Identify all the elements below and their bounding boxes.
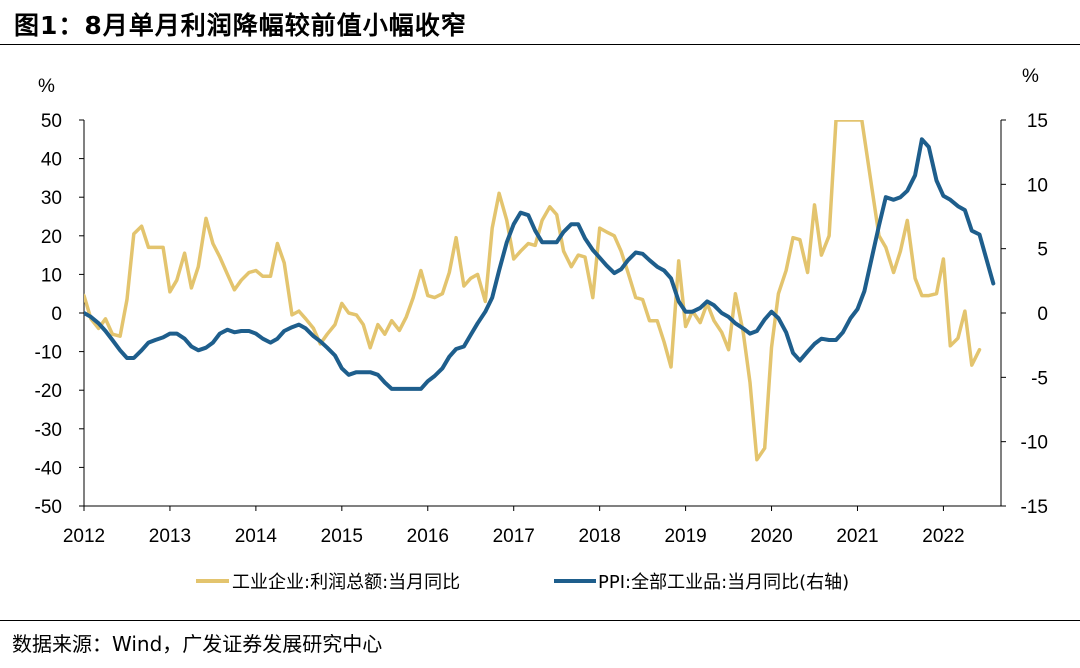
left-y-tick-label: 10 [41,265,62,286]
series-lines [84,120,996,462]
left-y-tick-label: -50 [35,497,62,518]
series-line-profit [84,120,982,462]
source-divider [0,620,1080,621]
left-y-tick-label: -10 [35,343,62,364]
right-axis-unit: % [1022,66,1039,87]
x-tick-label: 2013 [149,526,191,547]
left-axis-unit: % [38,76,55,97]
legend-label-ppi: PPI:全部工业品:当月同比(右轴) [598,572,849,593]
left-y-tick-label: 50 [41,111,62,132]
left-y-tick-label: 30 [41,188,62,209]
x-tick-label: 2017 [493,526,535,547]
data-source-note: 数据来源：Wind，广发证券发展研究中心 [12,632,383,656]
x-tick-label: 2022 [922,526,964,547]
right-y-tick-label: 0 [1037,304,1048,325]
left-y-tick-label: 0 [51,304,62,325]
ticks: 50403020100-10-20-30-40-50151050-5-10-15… [35,111,1048,547]
left-y-tick-label: 40 [41,150,62,171]
left-y-tick-label: -30 [35,420,62,441]
right-y-tick-label: -15 [1021,497,1048,518]
right-y-tick-label: 15 [1027,111,1048,132]
x-tick-label: 2018 [579,526,621,547]
chart-canvas: 50403020100-10-20-30-40-50151050-5-10-15… [35,66,1048,593]
left-y-tick-label: 20 [41,227,62,248]
right-y-tick-label: -5 [1031,368,1048,389]
x-tick-label: 2016 [407,526,449,547]
x-tick-label: 2014 [235,526,278,547]
right-y-tick-label: 5 [1037,240,1048,261]
x-tick-label: 2019 [664,526,706,547]
title-divider [0,44,1080,45]
right-y-tick-label: -10 [1021,433,1048,454]
chart-title: 图1：8月单月利润降幅较前值小幅收窄 [14,11,467,40]
left-y-tick-label: -40 [35,458,62,479]
x-tick-label: 2012 [63,526,105,547]
left-y-tick-label: -20 [35,381,62,402]
axes [83,120,1002,507]
series-line-ppi [84,137,996,391]
x-tick-label: 2020 [750,526,792,547]
legend-label-profit: 工业企业:利润总额:当月同比 [232,572,460,593]
x-tick-label: 2015 [321,526,363,547]
legend: 工业企业:利润总额:当月同比 PPI:全部工业品:当月同比(右轴) [196,572,849,593]
x-tick-label: 2021 [836,526,878,547]
right-y-tick-label: 10 [1027,175,1048,196]
